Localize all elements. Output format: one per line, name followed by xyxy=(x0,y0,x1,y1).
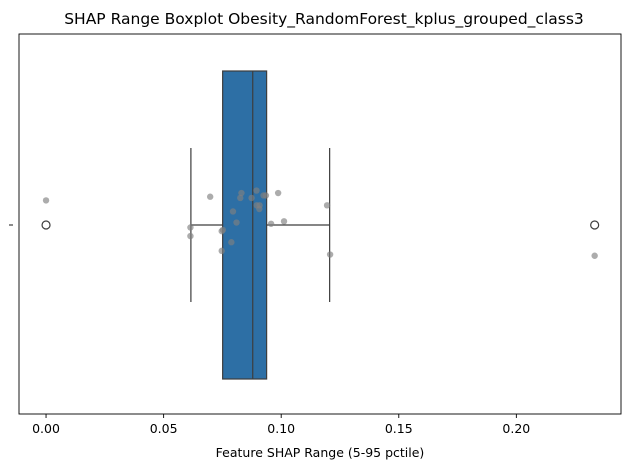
box-iqr xyxy=(222,70,268,380)
data-point xyxy=(267,220,275,227)
data-point xyxy=(274,189,282,197)
outlier-marker xyxy=(41,220,51,230)
data-point xyxy=(323,202,331,209)
data-point xyxy=(326,251,334,258)
x-tick-label: 0.15 xyxy=(385,421,413,436)
data-point xyxy=(187,232,194,240)
data-point xyxy=(233,219,240,226)
data-point xyxy=(256,205,263,213)
data-point xyxy=(262,192,270,199)
x-tick-label: 0.10 xyxy=(267,421,295,436)
data-point xyxy=(218,247,225,255)
data-point xyxy=(237,194,244,202)
x-axis-label: Feature SHAP Range (5-95 pctile) xyxy=(216,445,425,460)
x-tick-label: 0.20 xyxy=(502,421,530,436)
x-tick-label: 0.05 xyxy=(150,421,178,436)
x-tick-label: 0.00 xyxy=(32,421,60,436)
data-point xyxy=(219,226,227,234)
plot-frame xyxy=(18,33,622,415)
data-point xyxy=(248,194,255,202)
data-point xyxy=(591,252,598,259)
data-point xyxy=(187,224,194,231)
data-point xyxy=(206,193,214,200)
data-point xyxy=(228,239,235,246)
data-point xyxy=(229,208,237,215)
chart-title: SHAP Range Boxplot Obesity_RandomForest_… xyxy=(64,10,584,29)
data-point xyxy=(280,218,288,225)
outlier-marker xyxy=(590,220,600,230)
data-point xyxy=(253,187,260,194)
plot-area xyxy=(41,70,600,380)
x-axis-ticks: 0.00 0.05 0.10 0.15 0.20 xyxy=(32,414,530,436)
data-point xyxy=(238,189,245,197)
data-point xyxy=(42,197,50,204)
